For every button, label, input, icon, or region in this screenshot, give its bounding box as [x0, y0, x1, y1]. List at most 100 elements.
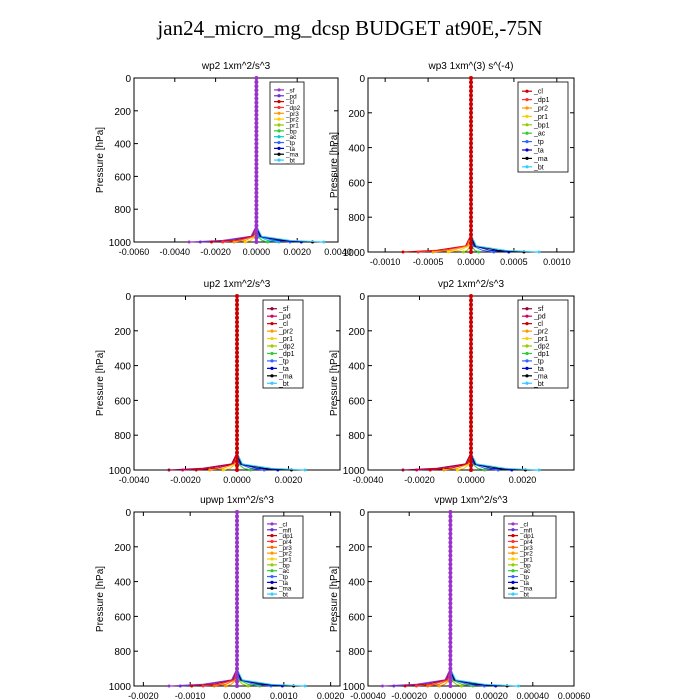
legend-entry: _ma	[285, 152, 299, 159]
profile-point	[469, 163, 473, 167]
y-tick-label: 1000	[343, 682, 366, 693]
legend-marker	[511, 563, 515, 567]
legend-entry: _ma	[533, 156, 548, 163]
legend-marker	[277, 105, 281, 110]
profile-point	[469, 128, 473, 133]
y-tick-label: 0	[125, 292, 131, 303]
legend-entry: _bt	[533, 164, 544, 171]
y-tick-label: 400	[348, 144, 365, 155]
profile-point	[448, 679, 453, 684]
profile-point	[469, 433, 473, 438]
series-line	[416, 296, 472, 471]
legend-entry: _cl	[278, 521, 287, 528]
legend-marker	[277, 117, 281, 121]
legend-entry: _ac	[533, 131, 546, 138]
profile-point	[235, 510, 239, 514]
legend-entry: _bt	[285, 158, 295, 165]
profile-point	[469, 197, 473, 202]
profile-point	[235, 657, 239, 662]
legend-marker	[511, 592, 515, 596]
profile-point	[235, 441, 239, 446]
legend: _sf_pd_cl_pr2_pr1_dp2_dp1_tp_ta_ma_bt	[517, 299, 569, 389]
legend-marker	[525, 336, 529, 341]
chart-title: wp2 1xm^2/s^3	[201, 61, 271, 72]
profile-point	[469, 385, 473, 390]
series-point	[212, 684, 216, 688]
profile-point	[469, 202, 473, 207]
legend-entry: _pr2	[278, 551, 292, 558]
y-axis-label: Pressure [hPa]	[95, 350, 106, 416]
series-line	[470, 296, 499, 471]
series-line	[382, 512, 451, 687]
legend-marker	[270, 381, 274, 385]
profile-point	[469, 359, 473, 364]
profile-point	[235, 450, 239, 455]
x-tick-label: 0.0040	[324, 247, 352, 257]
profile-point	[235, 415, 239, 420]
profile-point	[235, 294, 239, 298]
legend-marker	[270, 563, 274, 567]
profile-point	[469, 411, 473, 416]
legend-entry: _pr2	[533, 329, 548, 336]
y-tick-label: 1000	[109, 238, 132, 249]
profile-point	[254, 76, 259, 80]
legend-marker	[511, 586, 515, 590]
legend-marker	[270, 574, 274, 579]
legend-marker	[525, 131, 529, 135]
profile-point	[448, 523, 453, 527]
profile-point	[469, 402, 473, 407]
profile-point	[448, 636, 453, 641]
profile-point	[254, 117, 259, 121]
legend-marker	[270, 580, 274, 584]
profile-point	[469, 167, 473, 172]
profile-point	[235, 298, 239, 303]
legend-entry: _pr2	[285, 117, 299, 124]
series-line	[209, 296, 238, 471]
legend-entry: _dp1	[533, 97, 550, 104]
x-tick-label: -0.0020	[200, 247, 231, 257]
legend-entry: _pr3	[519, 545, 533, 552]
profile-point	[469, 228, 473, 233]
x-tick-label: 0.0020	[275, 475, 303, 485]
legend-marker	[270, 336, 274, 341]
series-point	[460, 684, 464, 688]
y-tick-label: 400	[348, 578, 365, 589]
profile-point	[469, 115, 473, 120]
y-axis-label: Pressure [hPa]	[329, 132, 340, 198]
series-point	[243, 240, 247, 244]
profile-point	[469, 76, 473, 80]
profile-point	[469, 189, 473, 194]
legend-entry: _sf	[285, 87, 295, 94]
legend-entry: _pr1	[278, 557, 292, 564]
profile-point	[254, 141, 259, 146]
profile-point	[235, 527, 239, 532]
x-tick-label: -0.0010	[370, 257, 401, 267]
legend-marker	[277, 158, 281, 162]
profile-point	[448, 614, 453, 619]
x-tick-label: 0.0000	[223, 475, 251, 485]
y-tick-label: 1000	[109, 682, 132, 693]
profile-point	[448, 644, 453, 649]
legend-entry: _ta	[533, 366, 544, 373]
legend-entry: _dp2	[278, 344, 295, 351]
series-line	[168, 296, 238, 471]
x-tick-label: 0.0020	[317, 691, 345, 700]
profile-point	[235, 636, 239, 641]
profile-point	[235, 566, 239, 571]
y-tick-label: 200	[114, 327, 131, 338]
profile-point	[254, 158, 259, 162]
series-line	[427, 512, 451, 687]
legend-entry: _tp	[533, 139, 544, 146]
legend-box	[517, 299, 569, 389]
chart-panel-1: wp2 1xm^2/s^3 Pressure [hPa] 0 200 400 600 800…	[95, 61, 352, 257]
profile-point	[235, 544, 239, 549]
legend-marker	[277, 94, 281, 98]
profile-point	[235, 315, 239, 320]
chart-panel-3: up2 1xm^2/s^3 Pressure [hPa] 0 200 400 600 800…	[95, 279, 341, 485]
legend-marker	[270, 522, 274, 526]
profile-point	[235, 328, 239, 333]
legend-marker	[270, 307, 274, 311]
profile-point	[469, 241, 473, 246]
legend-marker	[525, 89, 529, 93]
series-point	[446, 250, 450, 254]
